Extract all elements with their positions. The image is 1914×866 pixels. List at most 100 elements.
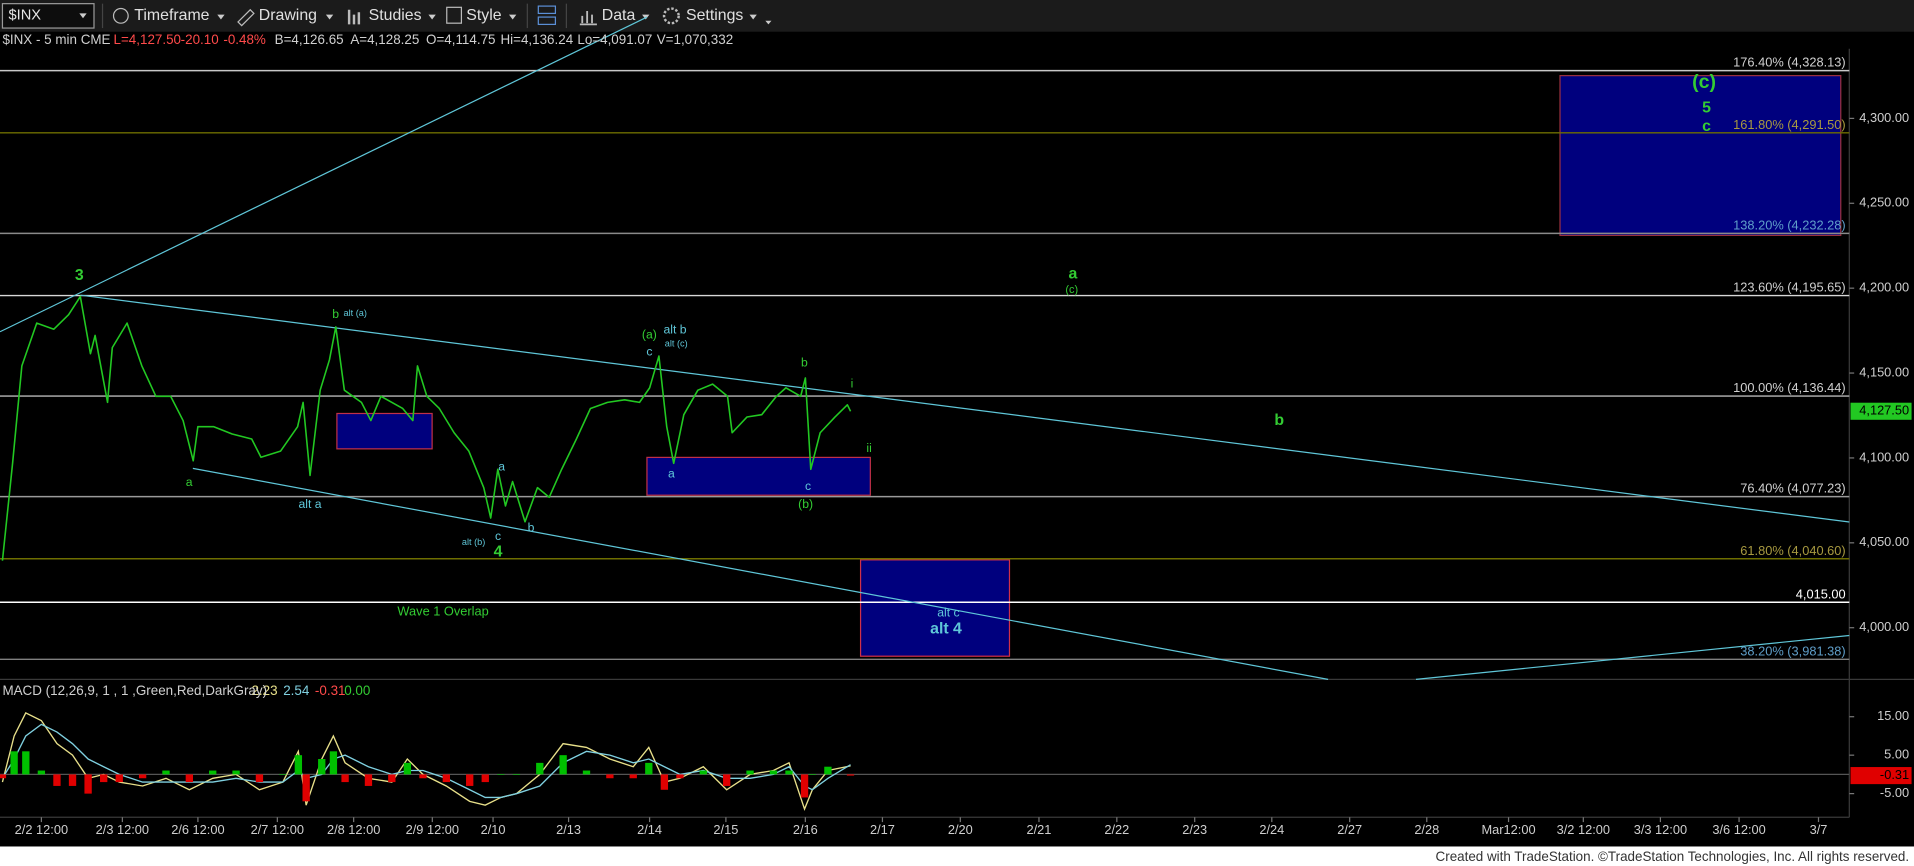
- footer-bg: [0, 846, 1914, 866]
- wave-label: (a): [642, 328, 657, 342]
- y-tick-label: 4,300.00: [1859, 110, 1909, 125]
- x-tick-label: 2/9 12:00: [406, 822, 459, 837]
- histogram-bar: [481, 774, 489, 783]
- wave-label: c: [1702, 118, 1711, 135]
- wave-label: alt c: [937, 606, 959, 620]
- histogram-bar: [329, 751, 338, 775]
- histogram-bar: [364, 774, 373, 786]
- x-tick-label: 3/3 12:00: [1634, 822, 1687, 837]
- histogram-bar: [676, 774, 684, 779]
- x-tick-label: 2/6 12:00: [171, 822, 224, 837]
- dropdown-arrow: [217, 14, 225, 20]
- histogram-bar: [419, 774, 427, 779]
- support-box: [336, 412, 433, 450]
- x-tick-label: 2/24: [1259, 822, 1284, 837]
- x-tick-label: 2/20: [948, 822, 973, 837]
- layout-icon[interactable]: [537, 5, 557, 15]
- histogram-bar: [824, 766, 832, 775]
- macd-readout: 2.23: [251, 683, 277, 698]
- trend-line: [0, 16, 648, 333]
- x-tick-label: 2/22: [1104, 822, 1129, 837]
- histogram-bar: [800, 774, 809, 798]
- menu-style[interactable]: Style: [466, 7, 501, 24]
- wave-label: alt a: [299, 497, 322, 511]
- x-tick-label: 2/3 12:00: [96, 822, 149, 837]
- toolbar: $INX Timeframe Drawing Studies Style Dat…: [0, 0, 1914, 32]
- macd-readout: -0.31: [315, 683, 346, 698]
- dropdown-arrow: [79, 13, 87, 19]
- histogram-bar: [645, 762, 653, 775]
- y-tick-label: 4,100.00: [1859, 449, 1909, 464]
- menu-drawing[interactable]: Drawing: [259, 7, 317, 24]
- histogram-bar: [302, 774, 310, 802]
- histogram-bar: [279, 774, 287, 776]
- histogram-bar: [162, 770, 170, 775]
- quote-field: L=4,127.50: [114, 32, 182, 47]
- histogram-bar: [294, 755, 303, 775]
- dropdown-arrow: [749, 14, 757, 20]
- wave-label: c: [805, 479, 811, 493]
- histogram-bar: [53, 774, 61, 786]
- wave-label: alt (b): [462, 537, 485, 547]
- histogram-bar: [606, 774, 614, 779]
- data-icon: [579, 10, 597, 26]
- x-tick-label: 2/13: [556, 822, 581, 837]
- drawings: [336, 75, 1842, 657]
- histogram-bar: [808, 774, 817, 776]
- histogram-bar: [785, 770, 793, 775]
- menu-timeframe[interactable]: Timeframe: [134, 7, 209, 24]
- histogram-bar: [559, 755, 567, 775]
- wave-label: ii: [866, 441, 871, 455]
- alt-target-box: [859, 559, 1011, 657]
- plot: [0, 295, 1850, 811]
- wave-label: c: [495, 529, 501, 543]
- menu-studies[interactable]: Studies: [369, 7, 422, 24]
- level-label: 4,015.00: [1796, 586, 1846, 601]
- wave-label: (c): [1692, 71, 1716, 93]
- x-tick-label: 2/21: [1026, 822, 1051, 837]
- y-tick-label: 15.00: [1877, 708, 1909, 723]
- x-tick-label: Mar12:00: [1482, 822, 1536, 837]
- quote-field: V=1,070,332: [657, 32, 733, 47]
- menu-settings[interactable]: Settings: [686, 7, 743, 24]
- level-label: 176.40% (4,328.13): [1733, 55, 1845, 70]
- menu-data[interactable]: Data: [602, 7, 636, 24]
- drawing-icon: [237, 8, 255, 27]
- histogram-bar: [209, 770, 217, 775]
- histogram-bar: [846, 774, 855, 776]
- y-tick-label: 5.00: [1884, 747, 1909, 762]
- x-tick-label: 2/2 12:00: [15, 822, 68, 837]
- last-value-label: 4,127.50: [1859, 403, 1909, 418]
- quote-field: -20.10: [181, 32, 219, 47]
- trend-lines: [0, 16, 1850, 680]
- wave-label: c: [646, 345, 652, 359]
- wave-label: alt b: [663, 323, 686, 337]
- wave-label: 3: [75, 267, 84, 284]
- y-tick-label: 4,150.00: [1859, 364, 1909, 379]
- quote-field: Lo=4,091.07: [577, 32, 652, 47]
- symbol-box[interactable]: [1, 3, 95, 29]
- symbol[interactable]: $INX: [9, 8, 42, 24]
- dropdown-arrow: [428, 14, 436, 20]
- x-tick-label: 2/15: [713, 822, 738, 837]
- x-tick-label: 2/14: [637, 822, 662, 837]
- histogram-bar: [746, 770, 754, 775]
- toolbar-bg: [0, 0, 1914, 32]
- y-tick-label: 4,250.00: [1859, 195, 1909, 210]
- layout-icon[interactable]: [537, 16, 557, 26]
- wave-label: (c): [1065, 284, 1078, 296]
- wave-label: b: [801, 356, 808, 370]
- level-label: 76.40% (4,077.23): [1740, 481, 1845, 496]
- wave-label: 5: [1702, 100, 1711, 117]
- timeframe-icon: [112, 7, 129, 24]
- wave-label: a: [1069, 266, 1078, 283]
- level-label: 61.80% (4,040.60): [1740, 543, 1845, 558]
- histogram-bar: [255, 774, 264, 783]
- histogram-bar: [185, 774, 194, 783]
- wave-label: a: [186, 475, 193, 489]
- level-label: 138.20% (4,232.28): [1733, 217, 1845, 232]
- wave-label: 4: [494, 544, 503, 561]
- level-label: 123.60% (4,195.65): [1733, 280, 1845, 295]
- quote-field: A=4,128.25: [350, 32, 419, 47]
- x-tick-label: 2/17: [870, 822, 895, 837]
